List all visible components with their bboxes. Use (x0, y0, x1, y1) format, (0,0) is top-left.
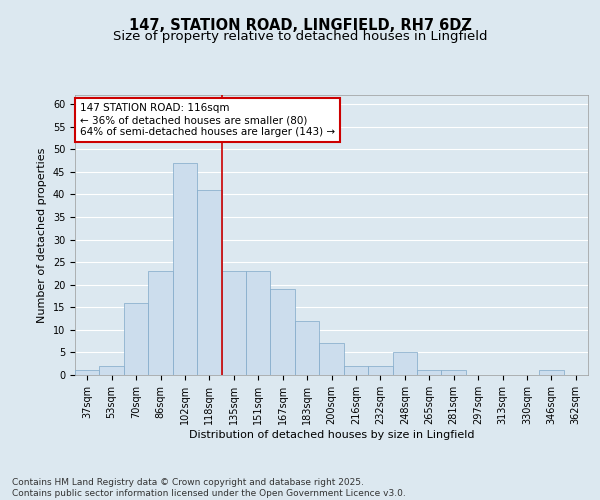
Bar (100, 366, 124, 375)
Bar (221, 271, 246, 375)
Bar (417, 370, 442, 375)
Text: Size of property relative to detached houses in Lingfield: Size of property relative to detached ho… (113, 30, 487, 43)
Bar (368, 366, 392, 375)
Bar (442, 370, 466, 375)
Bar (75, 370, 100, 375)
Bar (271, 289, 295, 375)
Bar (124, 302, 148, 375)
Bar (295, 321, 319, 375)
Text: Contains HM Land Registry data © Crown copyright and database right 2025.
Contai: Contains HM Land Registry data © Crown c… (12, 478, 406, 498)
Text: 147 STATION ROAD: 116sqm
← 36% of detached houses are smaller (80)
64% of semi-d: 147 STATION ROAD: 116sqm ← 36% of detach… (80, 104, 335, 136)
Bar (319, 344, 344, 375)
Bar (392, 352, 417, 375)
Bar (173, 162, 197, 375)
X-axis label: Distribution of detached houses by size in Lingfield: Distribution of detached houses by size … (189, 430, 474, 440)
Bar (344, 366, 368, 375)
Y-axis label: Number of detached properties: Number of detached properties (37, 148, 47, 322)
Bar (197, 190, 221, 375)
Text: 147, STATION ROAD, LINGFIELD, RH7 6DZ: 147, STATION ROAD, LINGFIELD, RH7 6DZ (128, 18, 472, 32)
Bar (539, 370, 563, 375)
Bar (148, 271, 173, 375)
Bar (246, 271, 271, 375)
